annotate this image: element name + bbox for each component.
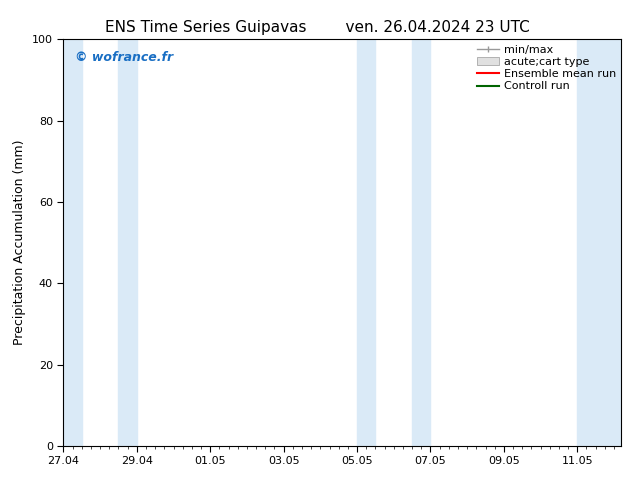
Y-axis label: Precipitation Accumulation (mm): Precipitation Accumulation (mm) [13,140,27,345]
Bar [119,39,137,446]
Bar [578,39,621,446]
Bar [63,39,82,446]
Text: ENS Time Series Guipavas        ven. 26.04.2024 23 UTC: ENS Time Series Guipavas ven. 26.04.2024… [105,20,529,35]
Bar [357,39,375,446]
Bar [412,39,430,446]
Text: © wofrance.fr: © wofrance.fr [75,51,172,64]
Legend: min/max, acute;cart type, Ensemble mean run, Controll run: min/max, acute;cart type, Ensemble mean … [475,43,618,94]
